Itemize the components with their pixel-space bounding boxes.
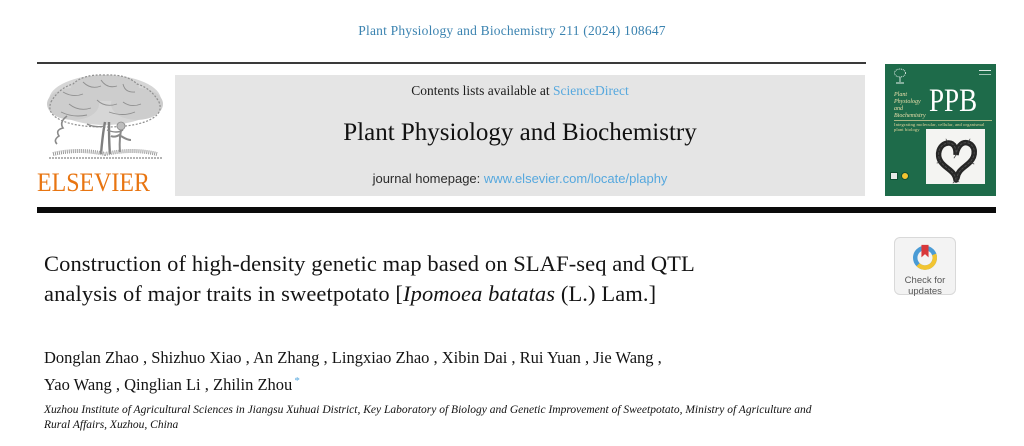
- authors-line2-text: Yao Wang , Qinglian Li , Zhilin Zhou: [44, 374, 293, 394]
- cover-tagline: Integrating molecular, cellular, and org…: [894, 120, 992, 132]
- title-species-italic: Ipomoea batatas: [403, 281, 556, 306]
- cover-abbrev: PPB: [929, 83, 978, 119]
- elsevier-wordmark: ELSEVIER: [37, 168, 150, 197]
- cover-side-title: Plant Physiology and Biochemistry: [894, 92, 926, 119]
- cover-society-logo: [890, 172, 898, 180]
- check-for-updates-badge[interactable]: Check for updates: [894, 237, 956, 297]
- homepage-url-link[interactable]: www.elsevier.com/locate/plaphy: [483, 171, 668, 186]
- root-heart-photo: [926, 129, 985, 184]
- cover-issue-info-mark: [979, 70, 991, 75]
- affiliation: Xuzhou Institute of Agricultural Science…: [44, 403, 879, 433]
- crossmark-circle-icon: [913, 244, 937, 270]
- contents-line: Contents lists available at ScienceDirec…: [175, 83, 865, 99]
- journal-banner: Contents lists available at ScienceDirec…: [175, 75, 865, 196]
- homepage-prefix: journal homepage:: [372, 171, 484, 186]
- contents-prefix: Contents lists available at: [411, 83, 553, 98]
- cover-partner-logos: [890, 172, 909, 180]
- journal-cover: Plant Physiology and Biochemistry PPB In…: [885, 64, 996, 196]
- journal-title: Plant Physiology and Biochemistry: [343, 119, 697, 146]
- title-line2-post: (L.) Lam.]: [555, 281, 657, 306]
- elsevier-mini-tree-icon: [894, 68, 906, 84]
- elsevier-logo: ELSEVIER: [37, 64, 175, 197]
- header-top-rule: [37, 62, 866, 64]
- header-divider-rule: [37, 207, 996, 213]
- cover-seal-logo: [901, 172, 909, 180]
- journal-header: ELSEVIER Contents lists available at Sci…: [37, 62, 996, 197]
- badge-label-line2: updates: [908, 285, 942, 297]
- title-line2-pre: analysis of major traits in sweetpotato …: [44, 281, 404, 306]
- authors-line1: Donglan Zhao , Shizhuo Xiao , An Zhang ,…: [44, 348, 662, 367]
- homepage-line: journal homepage: www.elsevier.com/locat…: [175, 171, 865, 186]
- article-title: Construction of high-density genetic map…: [44, 249, 784, 309]
- author-list: Donglan Zhao , Shizhuo Xiao , An Zhang ,…: [44, 347, 864, 396]
- authors-line2: Yao Wang , Qinglian Li , Zhilin Zhou *: [44, 370, 864, 397]
- sciencedirect-link[interactable]: ScienceDirect: [553, 83, 629, 98]
- elsevier-tree-logo: [47, 74, 163, 159]
- badge-label: Check for updates: [895, 275, 955, 297]
- title-line1: Construction of high-density genetic map…: [44, 251, 695, 276]
- affiliation-line1: Xuzhou Institute of Agricultural Science…: [44, 404, 812, 416]
- affiliation-line2: Rural Affairs, Xuzhou, China: [44, 419, 179, 431]
- corresponding-author-marker: *: [294, 374, 300, 387]
- journal-citation: Plant Physiology and Biochemistry 211 (2…: [358, 23, 666, 38]
- badge-label-line1: Check for: [904, 275, 946, 286]
